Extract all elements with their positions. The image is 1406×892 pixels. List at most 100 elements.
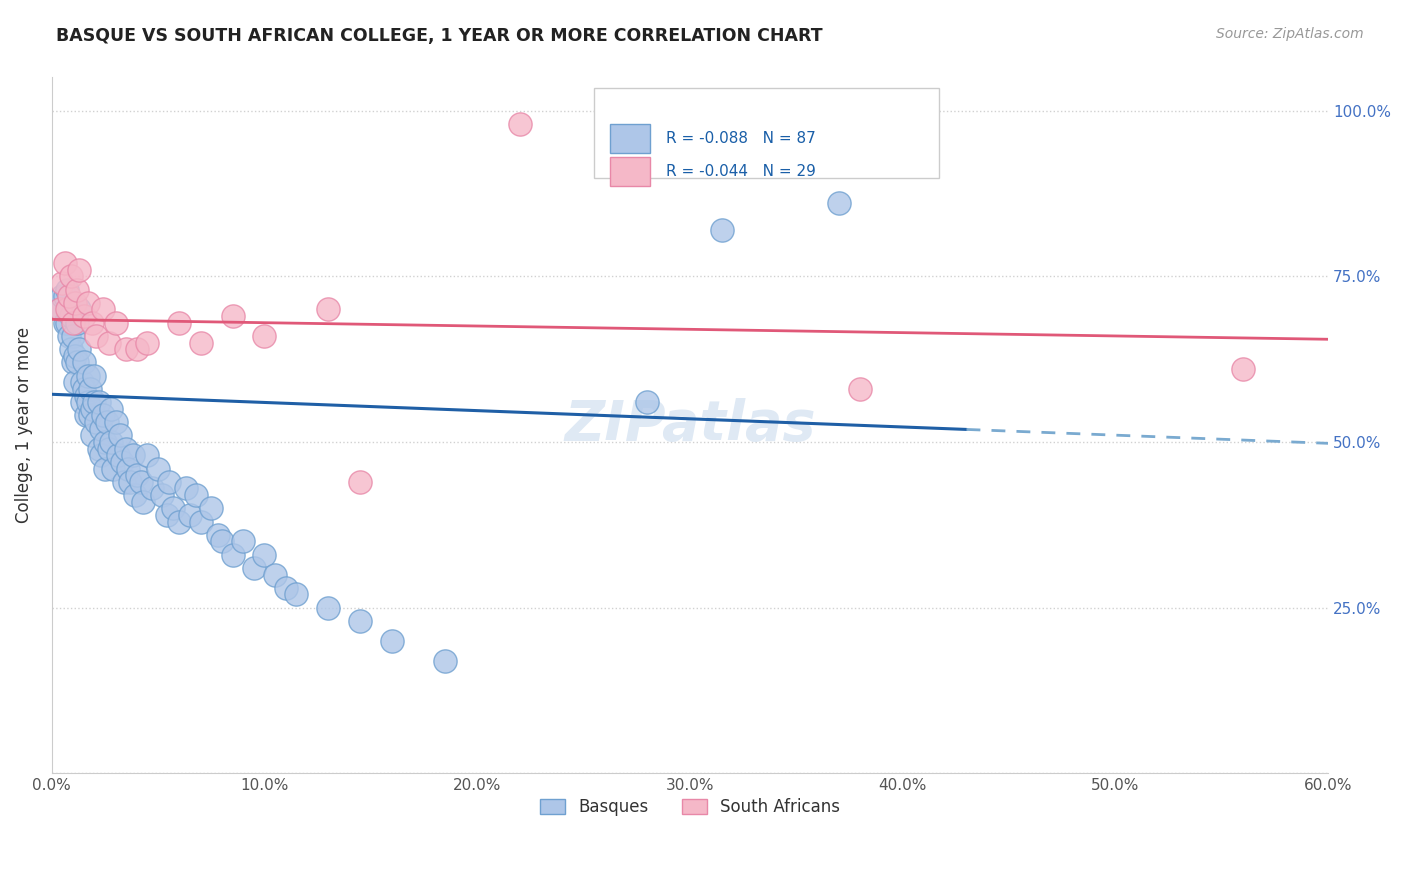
Point [434, 654, 457, 668]
Point [94, 435, 117, 450]
Point [104, 415, 127, 429]
Text: R = -0.044   N = 29: R = -0.044 N = 29 [665, 164, 815, 179]
Point [75, 409, 97, 423]
Point [59, 342, 82, 356]
Point [232, 534, 254, 549]
Point [66, 355, 89, 369]
Point [108, 428, 131, 442]
Point [125, 342, 148, 356]
Point [87, 442, 110, 456]
Point [75, 389, 97, 403]
Point [132, 494, 155, 508]
Point [49, 302, 72, 317]
Point [58, 302, 80, 317]
Point [63, 349, 86, 363]
Point [162, 501, 184, 516]
Point [100, 435, 122, 450]
Point [190, 515, 212, 529]
Point [169, 316, 191, 330]
Point [86, 415, 108, 429]
Point [77, 368, 100, 383]
Point [59, 269, 82, 284]
Point [253, 548, 276, 562]
Point [174, 482, 197, 496]
Point [98, 442, 121, 456]
Point [94, 461, 117, 475]
Point [125, 468, 148, 483]
Point [67, 342, 90, 356]
Point [82, 316, 104, 330]
Point [83, 395, 105, 409]
Point [849, 382, 872, 396]
Point [115, 342, 138, 356]
Point [70, 395, 93, 409]
Point [136, 448, 159, 462]
Point [124, 488, 146, 502]
Point [207, 528, 229, 542]
Point [53, 316, 76, 330]
Point [79, 382, 101, 396]
Point [90, 422, 112, 436]
Point [98, 335, 121, 350]
Point [179, 508, 201, 522]
Point [96, 415, 118, 429]
Point [62, 316, 84, 330]
Point [111, 455, 134, 469]
Point [55, 302, 77, 317]
Point [55, 283, 77, 297]
Point [285, 587, 308, 601]
Point [53, 256, 76, 270]
Point [87, 395, 110, 409]
Point [100, 401, 122, 416]
Point [243, 561, 266, 575]
Point [169, 515, 191, 529]
Point [221, 309, 243, 323]
Point [58, 329, 80, 343]
Point [55, 316, 77, 330]
Point [141, 482, 163, 496]
Point [316, 600, 339, 615]
Point [66, 316, 89, 330]
Point [117, 461, 139, 475]
Point [1232, 362, 1254, 376]
Point [58, 289, 80, 303]
Point [190, 335, 212, 350]
Point [77, 295, 100, 310]
Point [828, 196, 851, 211]
Point [150, 488, 173, 502]
Point [104, 316, 127, 330]
Point [49, 302, 72, 317]
Point [146, 461, 169, 475]
Point [91, 409, 114, 423]
Point [129, 475, 152, 489]
Point [103, 461, 125, 475]
Point [51, 289, 73, 303]
Point [316, 302, 339, 317]
FancyBboxPatch shape [595, 88, 939, 178]
Point [82, 401, 104, 416]
Point [710, 223, 733, 237]
Point [112, 475, 135, 489]
Point [186, 488, 208, 502]
Point [157, 475, 180, 489]
Point [90, 448, 112, 462]
Point [509, 117, 531, 131]
Point [73, 309, 96, 323]
Point [73, 355, 96, 369]
Point [79, 409, 101, 423]
Point [51, 276, 73, 290]
Text: BASQUE VS SOUTH AFRICAN COLLEGE, 1 YEAR OR MORE CORRELATION CHART: BASQUE VS SOUTH AFRICAN COLLEGE, 1 YEAR … [56, 27, 823, 45]
Point [264, 567, 287, 582]
Text: Source: ZipAtlas.com: Source: ZipAtlas.com [1216, 27, 1364, 41]
Point [67, 302, 90, 317]
Point [136, 335, 159, 350]
Point [349, 614, 371, 628]
Bar [610, 157, 651, 186]
Point [121, 448, 143, 462]
Point [73, 382, 96, 396]
Y-axis label: College, 1 year or more: College, 1 year or more [15, 327, 32, 524]
Point [53, 289, 76, 303]
Point [636, 395, 658, 409]
Bar [610, 124, 651, 153]
Text: ZIPatlas: ZIPatlas [564, 399, 815, 452]
